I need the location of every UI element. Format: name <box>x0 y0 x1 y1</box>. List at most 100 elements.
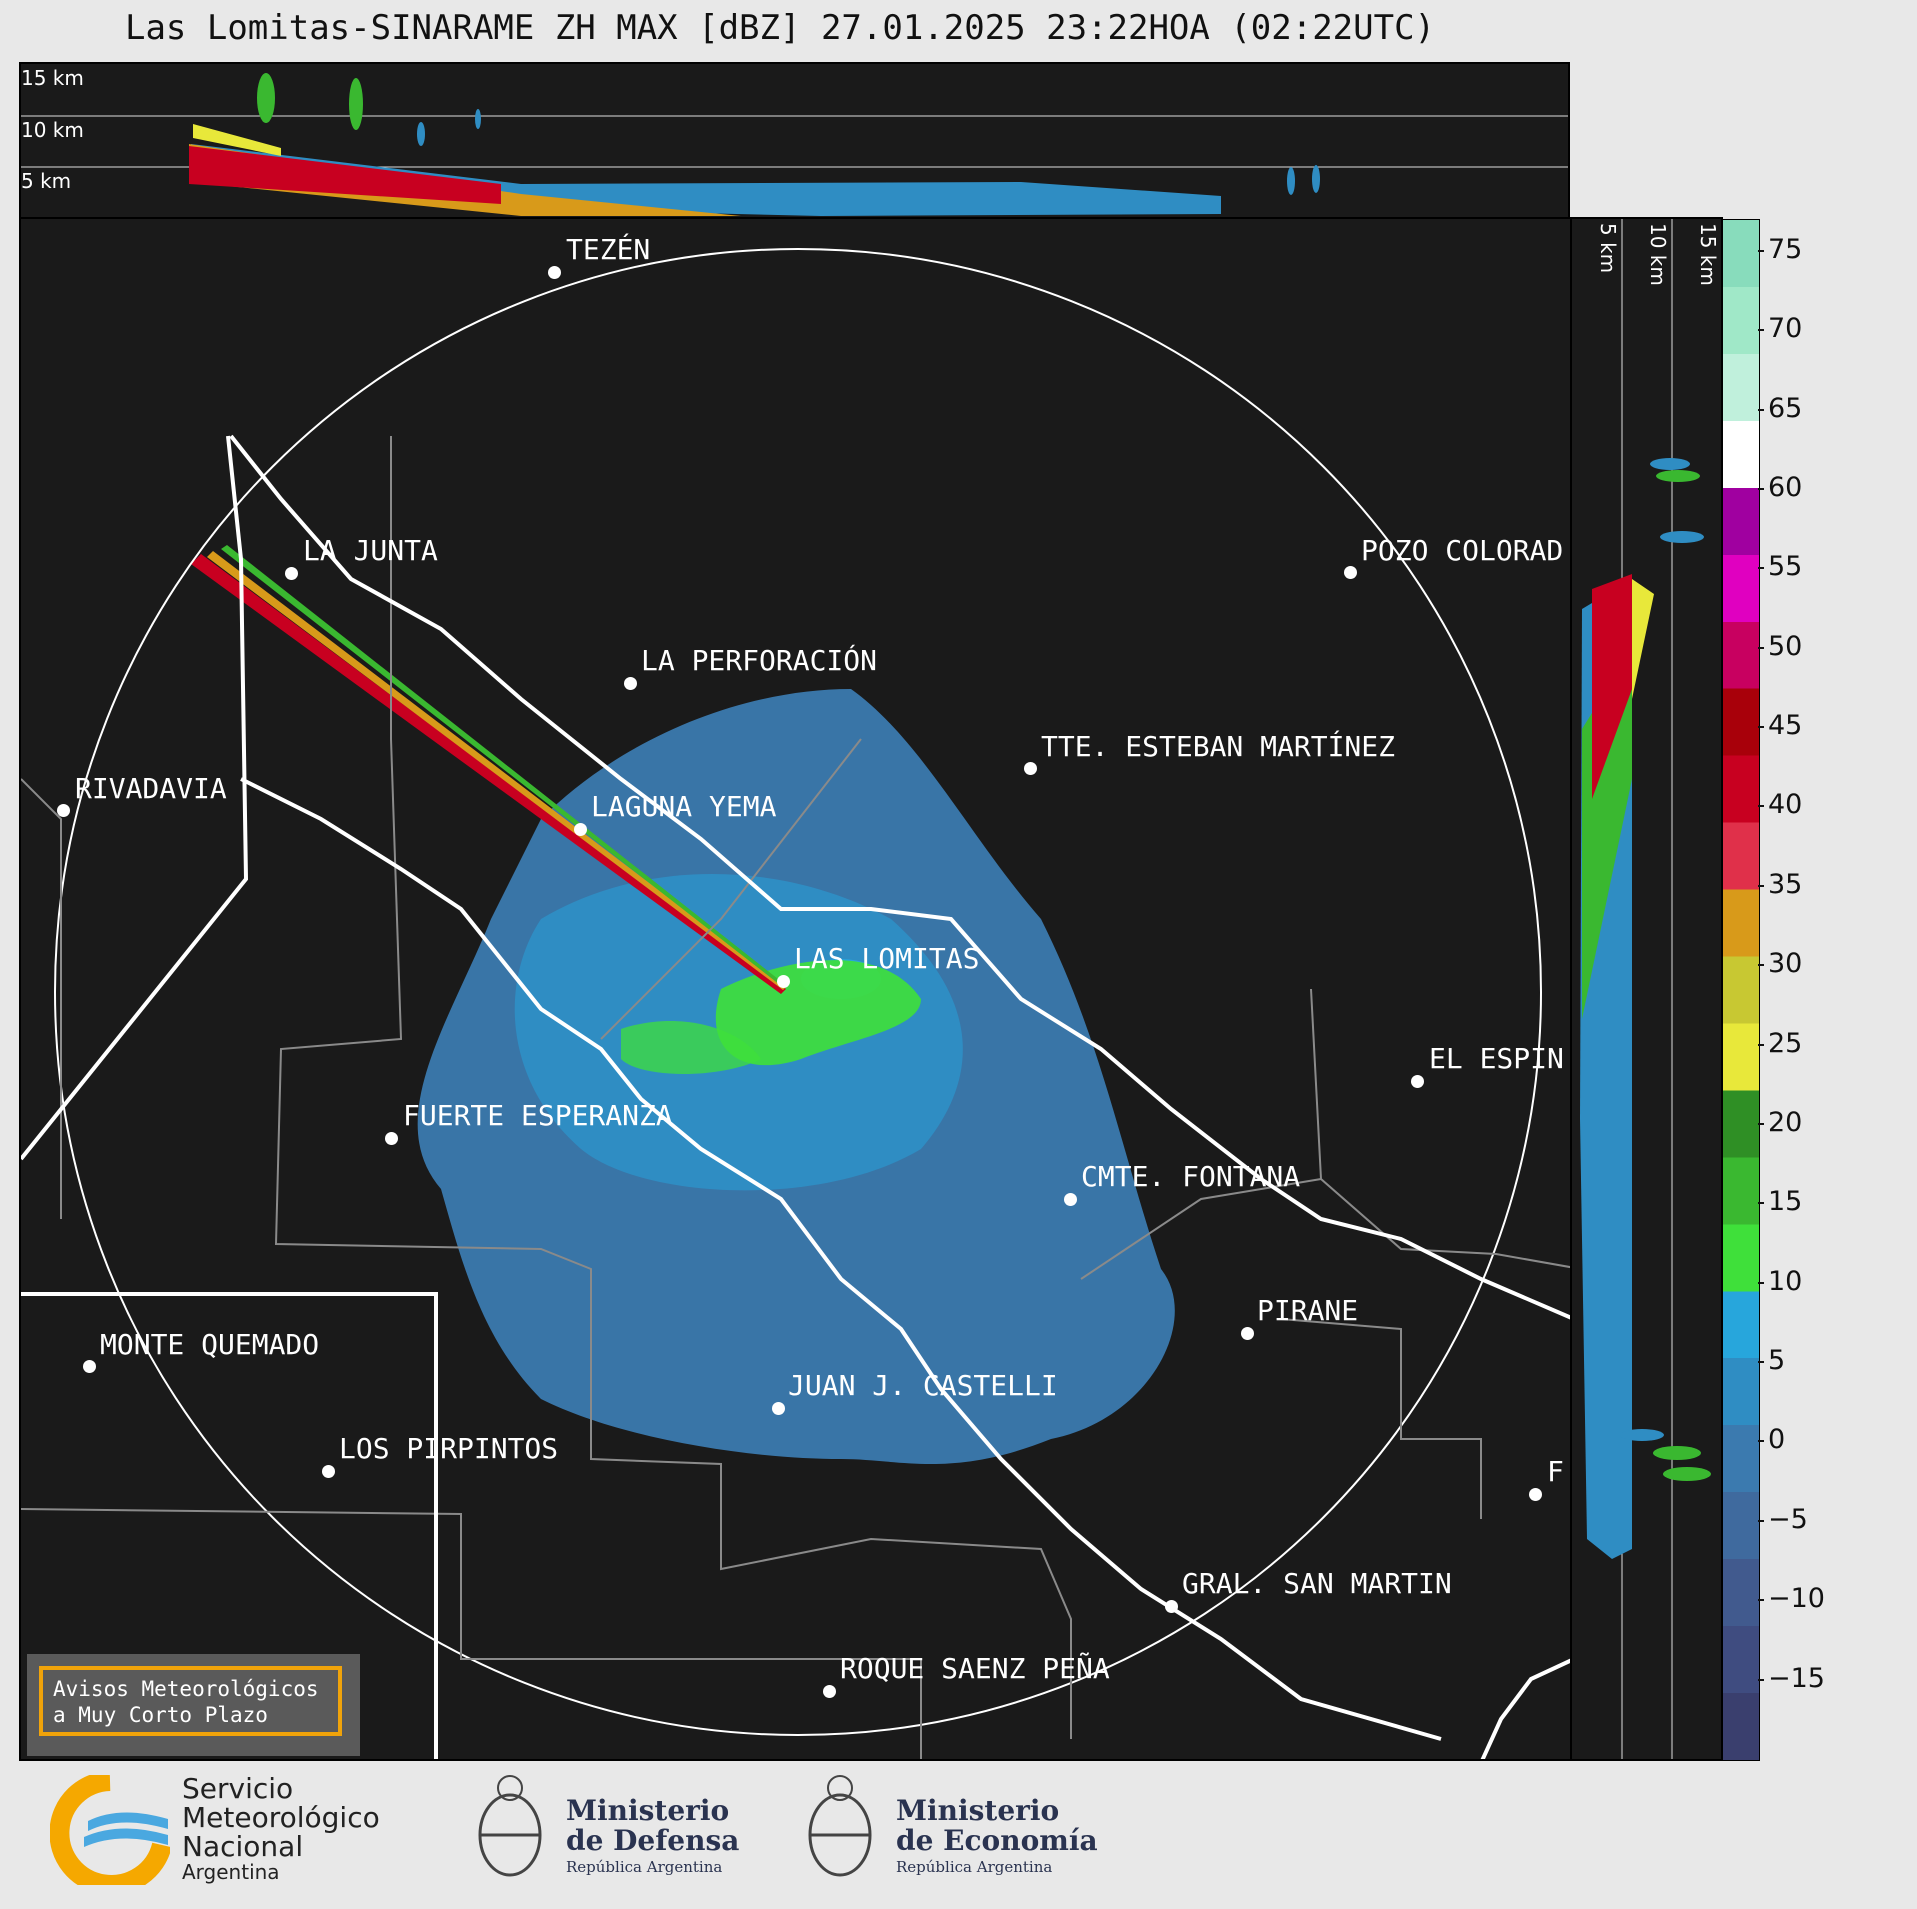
side-height-5km: 5 km <box>1596 223 1620 274</box>
coat-of-arms-icon-2 <box>808 1775 872 1877</box>
economia-name: Ministerio de Economía <box>896 1796 1098 1856</box>
colorbar-tick-mark <box>1758 487 1764 490</box>
city-label-laguna-yema: LAGUNA YEMA <box>591 790 777 823</box>
colorbar-tick-mark <box>1758 329 1764 332</box>
economia-sub: República Argentina <box>896 1858 1053 1876</box>
city-marker-el-espinillo[interactable] <box>1411 1075 1424 1088</box>
colorbar-tick-label: 70 <box>1768 313 1803 345</box>
city-label-la-perforacion: LA PERFORACIÓN <box>641 644 878 677</box>
colorbar-tick-label: 35 <box>1768 868 1803 900</box>
colorbar-tick-label: 5 <box>1768 1345 1786 1377</box>
colorbar-tick-label: 15 <box>1768 1186 1803 1218</box>
province-boundaries <box>21 434 1570 1759</box>
colorbar-tick-label: 0 <box>1768 1424 1786 1456</box>
colorbar-tick-label: 45 <box>1768 710 1803 742</box>
side-height-10km: 10 km <box>1646 223 1670 286</box>
colorbar-tick-label: 10 <box>1768 1265 1803 1297</box>
smn-line4: Argentina <box>182 1860 280 1884</box>
colorbar-tick-mark <box>1758 1519 1764 1522</box>
smn-name: Servicio Meteorológico Nacional Argentin… <box>182 1774 380 1883</box>
colorbar-tick-mark <box>1758 884 1764 887</box>
top-cross-section: 15 km 10 km 5 km <box>19 62 1570 219</box>
city-marker-pozo-colorado[interactable] <box>1344 566 1357 579</box>
city-label-partial-f: F <box>1547 1455 1564 1488</box>
city-marker-pirane[interactable] <box>1241 1327 1254 1340</box>
city-label-el-espinillo: EL ESPIN <box>1429 1042 1564 1075</box>
colorbar-tick-mark <box>1758 408 1764 411</box>
colorbar-tick-label: −5 <box>1768 1503 1808 1535</box>
city-label-las-lomitas: LAS LOMITAS <box>794 942 980 975</box>
colorbar-tick-label: 50 <box>1768 630 1803 662</box>
city-marker-roque-saenz-pena[interactable] <box>823 1685 836 1698</box>
colorbar-tick-label: 75 <box>1768 233 1803 265</box>
chart-title: Las Lomitas-SINARAME ZH MAX [dBZ] 27.01.… <box>124 8 1436 48</box>
city-label-pozo-colorado: POZO COLORAD <box>1361 534 1564 567</box>
colorbar-tick-label: 20 <box>1768 1106 1803 1138</box>
defensa-line2: de Defensa <box>566 1824 740 1857</box>
city-label-tezen: TEZÉN <box>566 233 651 266</box>
city-marker-tezen[interactable] <box>548 266 561 279</box>
colorbar-tick-mark <box>1758 646 1764 649</box>
colorbar-tick-mark <box>1758 1202 1764 1205</box>
city-label-pirane: PIRANE <box>1257 1294 1359 1327</box>
colorbar-tick-mark <box>1758 805 1764 808</box>
smn-line1: Servicio <box>182 1772 294 1805</box>
side-cross-section: 5 km 10 km 15 km <box>1570 217 1723 1761</box>
city-label-gral-san-martin: GRAL. SAN MARTIN <box>1182 1567 1452 1600</box>
colorbar-tick-mark <box>1758 726 1764 729</box>
colorbar-tick-mark <box>1758 249 1764 252</box>
city-label-roque-saenz-pena: ROQUE SAENZ PEÑA <box>840 1652 1110 1685</box>
colorbar-tick-mark <box>1758 964 1764 967</box>
radar-map[interactable]: TEZÉN LA JUNTA POZO COLORAD LA PERFORACI… <box>19 217 1572 1761</box>
colorbar-tick-mark <box>1758 1281 1764 1284</box>
colorbar <box>1722 219 1760 1761</box>
city-marker-tte-esteban-martinez[interactable] <box>1024 762 1037 775</box>
city-marker-cmte-fontana[interactable] <box>1064 1193 1077 1206</box>
economia-line2: de Economía <box>896 1824 1098 1857</box>
colorbar-tick-label: −15 <box>1768 1662 1825 1694</box>
economia-line1: Ministerio <box>896 1794 1060 1827</box>
defensa-sub: República Argentina <box>566 1858 723 1876</box>
legend-box: Avisos Meteorológicos a Muy Corto Plazo <box>27 1654 360 1756</box>
range-ring <box>54 248 1542 1736</box>
city-marker-juan-j-castelli[interactable] <box>772 1402 785 1415</box>
smn-line3: Nacional <box>182 1830 304 1863</box>
city-marker-la-junta[interactable] <box>285 567 298 580</box>
city-marker-rivadavia[interactable] <box>57 804 70 817</box>
colorbar-tick-mark <box>1758 1122 1764 1125</box>
city-marker-gral-san-martin[interactable] <box>1165 1600 1178 1613</box>
department-boundaries <box>21 436 1570 1759</box>
colorbar-tick-mark <box>1758 1678 1764 1681</box>
city-label-tte-esteban-martinez: TTE. ESTEBAN MARTÍNEZ <box>1041 730 1396 763</box>
city-label-monte-quemado: MONTE QUEMADO <box>100 1328 320 1361</box>
coat-of-arms-icon <box>478 1775 542 1877</box>
city-marker-laguna-yema[interactable] <box>574 823 587 836</box>
city-marker-la-perforacion[interactable] <box>624 677 637 690</box>
colorbar-tick-mark <box>1758 1043 1764 1046</box>
top-section-graphic <box>21 73 1568 216</box>
city-label-juan-j-castelli: JUAN J. CASTELLI <box>788 1369 1058 1402</box>
side-section-graphic <box>1580 219 1711 1759</box>
height-label-5km: 5 km <box>21 169 72 193</box>
city-marker-partial-f[interactable] <box>1529 1488 1542 1501</box>
city-label-la-junta: LA JUNTA <box>303 534 438 567</box>
side-height-15km: 15 km <box>1696 223 1720 286</box>
height-label-15km: 15 km <box>21 66 84 90</box>
city-label-fuerte-esperanza: FUERTE ESPERANZA <box>403 1099 673 1132</box>
colorbar-tick-label: 30 <box>1768 948 1803 980</box>
colorbar-tick-label: 40 <box>1768 789 1803 821</box>
city-marker-los-pirpintos[interactable] <box>322 1465 335 1478</box>
city-label-cmte-fontana: CMTE. FONTANA <box>1081 1160 1301 1193</box>
height-label-10km: 10 km <box>21 118 84 142</box>
city-marker-fuerte-esperanza[interactable] <box>385 1132 398 1145</box>
colorbar-tick-label: 25 <box>1768 1027 1803 1059</box>
legend-text-box: Avisos Meteorológicos a Muy Corto Plazo <box>39 1666 342 1736</box>
colorbar-tick-mark <box>1758 1361 1764 1364</box>
colorbar-tick-mark <box>1758 1599 1764 1602</box>
city-marker-las-lomitas[interactable] <box>777 975 790 988</box>
smn-logo-icon <box>50 1775 170 1885</box>
city-marker-monte-quemado[interactable] <box>83 1360 96 1373</box>
colorbar-tick-label: 60 <box>1768 471 1803 503</box>
defensa-name: Ministerio de Defensa <box>566 1796 739 1856</box>
colorbar-tick-label: 55 <box>1768 551 1803 583</box>
